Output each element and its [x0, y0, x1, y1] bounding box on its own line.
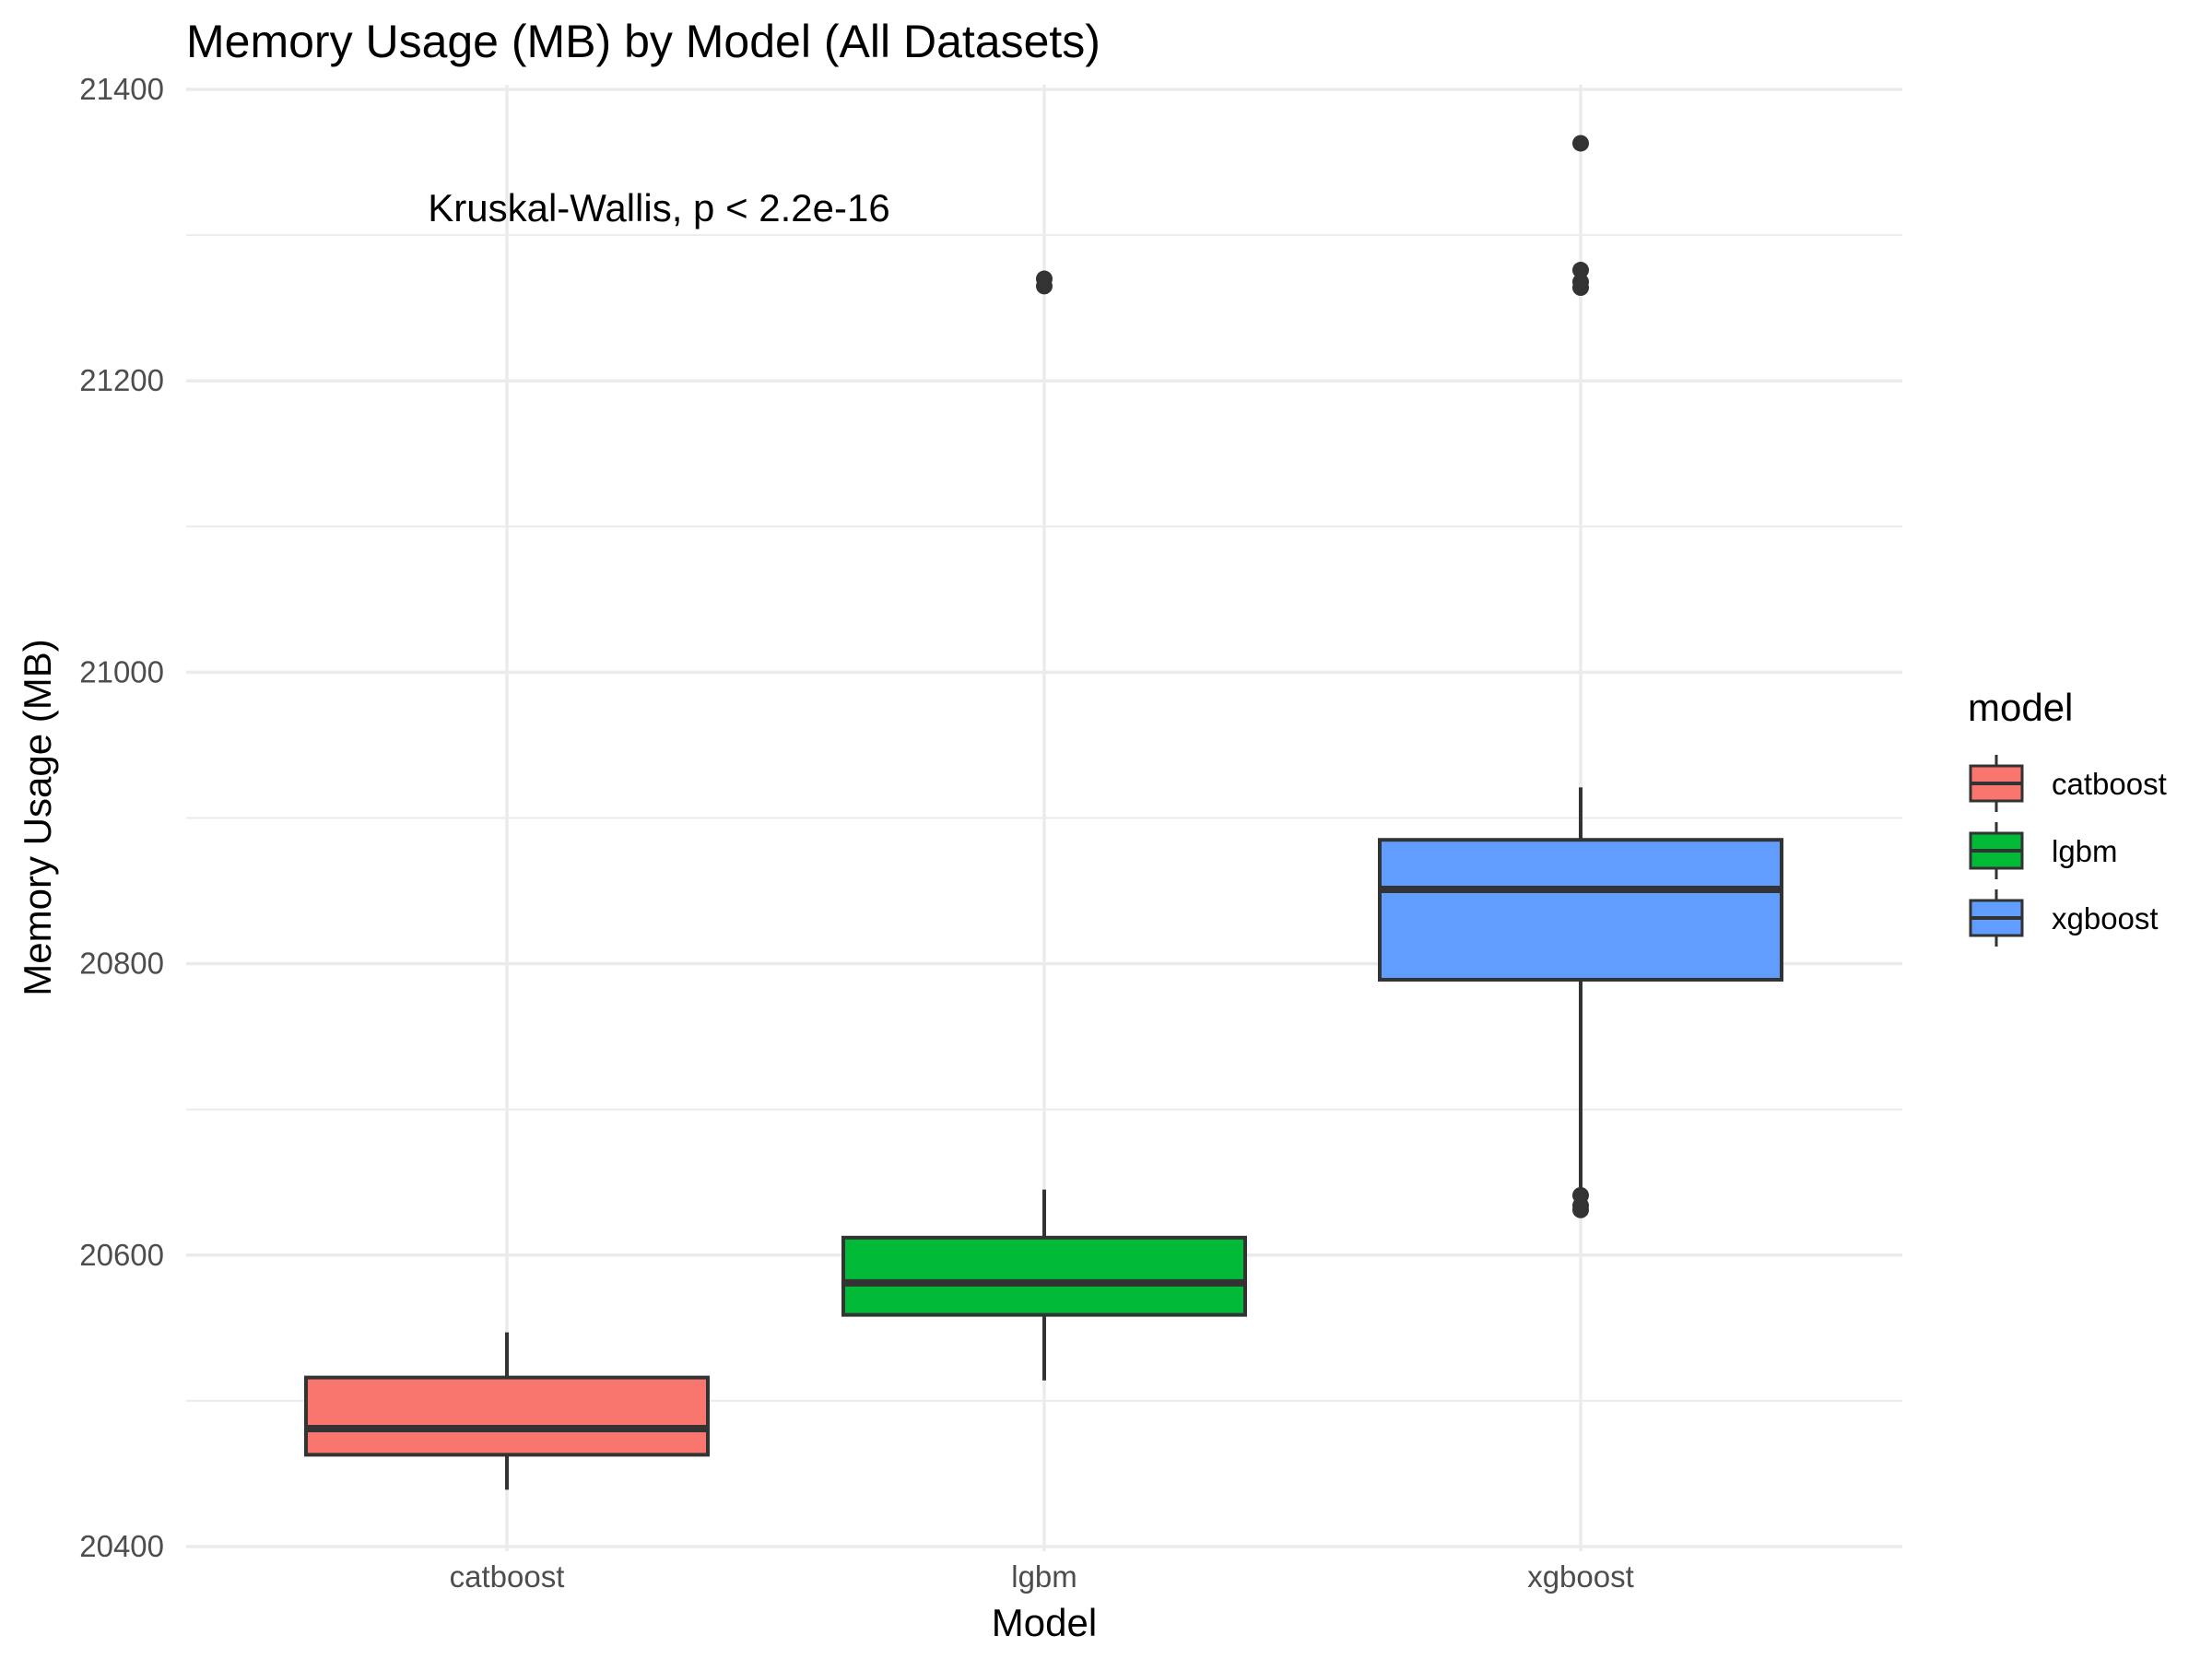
box-lgbm: [841, 270, 1247, 1381]
legend-item-lgbm: lgbm: [1969, 822, 2118, 879]
box-iqr: [304, 1375, 710, 1457]
outlier-point: [1572, 262, 1589, 279]
legend-item-xgboost: xgboost: [1969, 889, 2159, 947]
box-series: [304, 135, 1783, 1490]
y-tick-label: 21000: [79, 654, 164, 688]
legend-item-catboost: catboost: [1969, 755, 2167, 812]
legend-label: xgboost: [2052, 901, 2159, 935]
y-axis-title: Memory Usage (MB): [16, 639, 59, 995]
legend-label: lgbm: [2052, 834, 2118, 868]
chart-title: Memory Usage (MB) by Model (All Datasets…: [186, 16, 1100, 67]
x-tick-label: xgboost: [1527, 1559, 1634, 1594]
box-iqr: [841, 1235, 1247, 1317]
outlier-point: [1572, 1186, 1589, 1204]
x-tick-label: lgbm: [1011, 1559, 1077, 1594]
box-xgboost: [1378, 135, 1783, 1218]
outlier-point: [1572, 135, 1589, 152]
legend-title: model: [1968, 686, 2073, 729]
x-tick-label: catboost: [450, 1559, 565, 1594]
box-catboost: [304, 1332, 710, 1490]
y-tick-label: 21200: [79, 363, 164, 397]
annotation-text: Kruskal-Wallis, p < 2.2e-16: [428, 186, 889, 229]
y-tick-label: 20600: [79, 1238, 164, 1272]
x-axis-title: Model: [992, 1601, 1097, 1644]
legend: model catboost lgbm xgboost: [1968, 686, 2167, 947]
outlier-point: [1036, 270, 1053, 288]
legend-label: catboost: [2052, 767, 2167, 801]
y-tick-label: 20400: [79, 1529, 164, 1563]
outlier-point: [1572, 273, 1589, 290]
y-tick-label: 21400: [79, 72, 164, 106]
box-iqr: [1378, 838, 1783, 982]
y-tick-label: 20800: [79, 947, 164, 981]
x-axis-ticks: catboost lgbm xgboost: [450, 1559, 1634, 1594]
y-axis-ticks: 20400 20600 20800 21000 21200 21400: [79, 72, 164, 1563]
